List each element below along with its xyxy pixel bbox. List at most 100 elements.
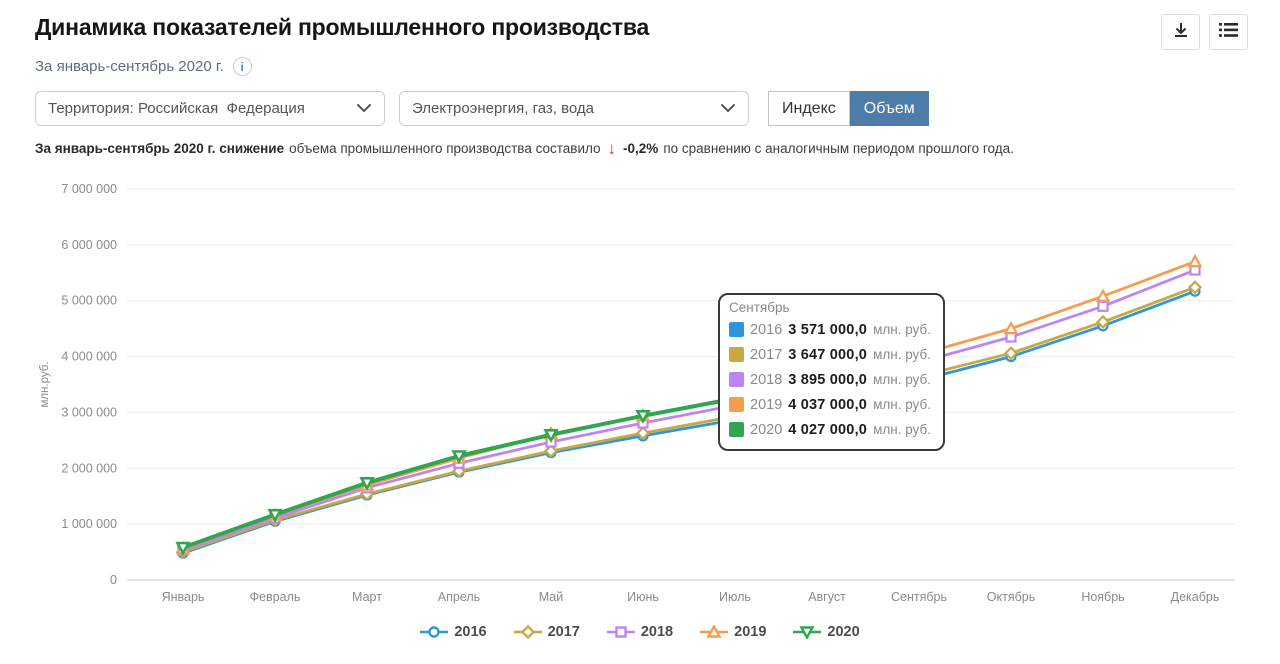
data-point[interactable] bbox=[635, 426, 651, 441]
tooltip-row: 2017 3 647 000,0 млн. руб. bbox=[729, 342, 931, 367]
y-tick-label: 1 000 000 bbox=[61, 517, 117, 531]
legend-label: 2018 bbox=[640, 624, 674, 640]
data-point[interactable] bbox=[1095, 288, 1111, 302]
series-color-swatch bbox=[729, 397, 744, 412]
tooltip-value: 3 571 000,0 bbox=[788, 321, 868, 338]
y-tick-label: 3 000 000 bbox=[61, 405, 117, 419]
tooltip-year: 2017 bbox=[750, 346, 783, 363]
tooltip-year: 2020 bbox=[750, 421, 783, 438]
tooltip-unit: млн. руб. bbox=[873, 322, 931, 337]
status-middle-text: объема промышленного производства состав… bbox=[289, 141, 601, 156]
series-color-swatch bbox=[729, 372, 744, 387]
chart-legend: 2016 2017 2018 2019 2020 bbox=[0, 624, 1280, 640]
data-point[interactable] bbox=[1097, 300, 1109, 312]
tooltip-value: 4 037 000,0 bbox=[788, 396, 868, 413]
data-point[interactable] bbox=[428, 626, 441, 638]
data-point[interactable] bbox=[451, 450, 467, 465]
toggle-index-button[interactable]: Индекс bbox=[768, 91, 850, 126]
tooltip-year: 2018 bbox=[750, 371, 783, 388]
data-point[interactable] bbox=[543, 428, 559, 443]
y-tick-label: 0 bbox=[110, 573, 117, 587]
legend-item-2018[interactable]: 2018 bbox=[606, 624, 674, 640]
legend-marker-icon bbox=[793, 626, 822, 639]
x-tick-label: Ноябрь bbox=[1081, 590, 1124, 604]
chevron-down-icon bbox=[356, 100, 372, 118]
data-point[interactable] bbox=[543, 443, 559, 459]
x-tick-label: Февраль bbox=[250, 590, 301, 604]
series-line-2016 bbox=[181, 289, 1197, 555]
legend-label: 2019 bbox=[734, 624, 767, 640]
header: Динамика показателей промышленного произ… bbox=[0, 0, 1280, 50]
x-tick-label: Март bbox=[352, 590, 382, 604]
tooltip-row: 2016 3 571 000,0 млн. руб. bbox=[729, 317, 931, 342]
industry-select[interactable]: Электроэнергия, газ, вода bbox=[399, 91, 749, 126]
y-tick-label: 2 000 000 bbox=[61, 461, 117, 475]
period-subtitle: За январь-сентябрь 2020 г. bbox=[35, 58, 224, 75]
download-icon bbox=[1172, 21, 1190, 44]
legend-label: 2020 bbox=[827, 624, 860, 640]
index-volume-toggle: Индекс Объем bbox=[768, 91, 929, 126]
industry-select-value: Электроэнергия, газ, вода bbox=[412, 100, 595, 117]
tooltip-unit: млн. руб. bbox=[873, 372, 931, 387]
data-point[interactable] bbox=[1003, 346, 1019, 361]
info-icon[interactable]: i bbox=[232, 57, 252, 76]
y-tick-label: 4 000 000 bbox=[61, 350, 117, 364]
tooltip-unit: млн. руб. bbox=[873, 347, 931, 362]
series-color-swatch bbox=[729, 322, 744, 337]
legend-marker-icon bbox=[606, 626, 635, 638]
legend-label: 2016 bbox=[454, 624, 487, 640]
data-point[interactable] bbox=[1095, 314, 1111, 329]
tooltip-unit: млн. руб. bbox=[873, 422, 931, 437]
data-point[interactable] bbox=[520, 625, 535, 639]
legend-item-2019[interactable]: 2019 bbox=[700, 624, 766, 640]
data-point[interactable] bbox=[799, 626, 815, 639]
x-tick-label: Январь bbox=[162, 590, 205, 604]
toggle-volume-button[interactable]: Объем bbox=[849, 91, 929, 126]
data-point[interactable] bbox=[267, 508, 283, 523]
x-tick-label: Декабрь bbox=[1171, 590, 1220, 604]
x-tick-label: Апрель bbox=[438, 590, 480, 604]
tooltip-year: 2016 bbox=[750, 321, 783, 338]
tooltip-unit: млн. руб. bbox=[873, 397, 931, 412]
tooltip-value: 4 027 000,0 bbox=[788, 421, 868, 438]
list-view-button[interactable] bbox=[1209, 14, 1248, 50]
chart-area: 0 1 000 000 2 000 000 3 000 000 4 000 000 5 0… bbox=[0, 175, 1280, 622]
data-point[interactable] bbox=[706, 625, 722, 638]
series-line-2018 bbox=[181, 268, 1197, 552]
status-bold-prefix: За январь-сентябрь 2020 г. снижение bbox=[35, 141, 285, 156]
legend-item-2020[interactable]: 2020 bbox=[793, 624, 860, 640]
data-point[interactable] bbox=[1187, 253, 1203, 268]
legend-item-2016[interactable]: 2016 bbox=[420, 624, 487, 640]
data-point[interactable] bbox=[615, 626, 627, 638]
x-tick-label: Август bbox=[808, 590, 846, 604]
data-point[interactable] bbox=[359, 477, 375, 492]
tooltip-value: 3 895 000,0 bbox=[788, 371, 868, 388]
line-chart[interactable]: 0 1 000 000 2 000 000 3 000 000 4 000 000 5 0… bbox=[0, 175, 1280, 617]
x-tick-label: Июнь bbox=[627, 590, 659, 604]
subtitle-row: За январь-сентябрь 2020 г. i bbox=[0, 57, 1280, 76]
header-buttons bbox=[1161, 14, 1248, 50]
data-point[interactable] bbox=[175, 541, 191, 556]
y-tick-label: 7 000 000 bbox=[61, 182, 117, 196]
x-tick-label: Сентябрь bbox=[891, 590, 947, 604]
download-button[interactable] bbox=[1161, 14, 1200, 50]
tooltip-row: 2019 4 037 000,0 млн. руб. bbox=[729, 392, 931, 417]
territory-select[interactable]: Территория: Российская Федерация bbox=[35, 91, 385, 126]
series-color-swatch bbox=[729, 422, 744, 437]
tooltip-value: 3 647 000,0 bbox=[788, 346, 868, 363]
y-axis-label: млн.руб. bbox=[39, 361, 51, 407]
data-point[interactable] bbox=[1187, 280, 1203, 295]
x-tick-label: Июль bbox=[719, 590, 751, 604]
status-suffix-text: по сравнению с аналогичным периодом прош… bbox=[663, 141, 1014, 156]
legend-item-2017[interactable]: 2017 bbox=[513, 624, 580, 640]
list-icon bbox=[1219, 22, 1238, 43]
data-point[interactable] bbox=[1003, 320, 1019, 335]
series-line-2017 bbox=[181, 285, 1197, 554]
tooltip-row: 2020 4 027 000,0 млн. руб. bbox=[729, 417, 931, 442]
series-color-swatch bbox=[729, 347, 744, 362]
data-point[interactable] bbox=[635, 409, 651, 424]
y-tick-label: 5 000 000 bbox=[61, 294, 117, 308]
decrease-arrow-icon: ↓ bbox=[607, 139, 617, 158]
y-tick-label: 6 000 000 bbox=[61, 238, 117, 252]
legend-marker-icon bbox=[700, 625, 729, 638]
